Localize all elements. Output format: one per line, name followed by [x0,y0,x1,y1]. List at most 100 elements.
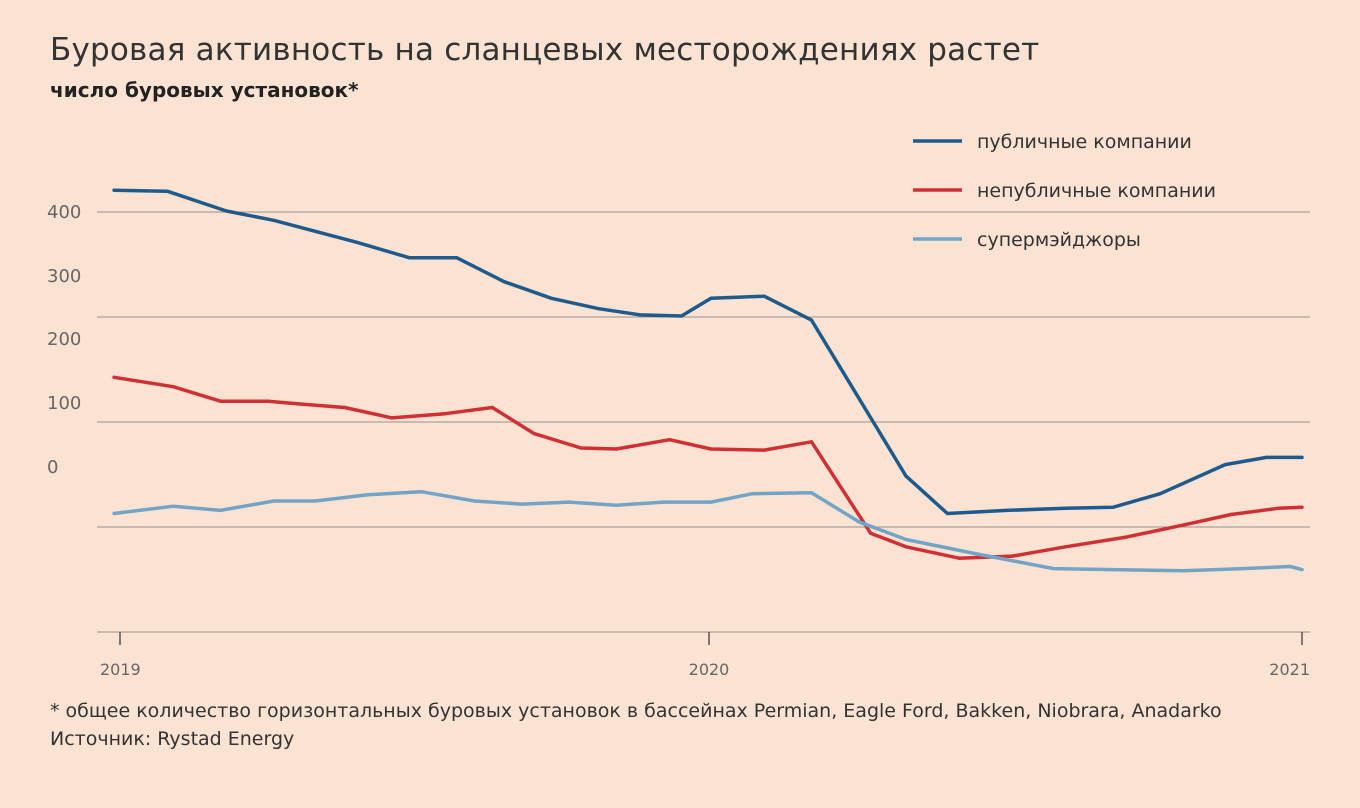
data-point [366,493,370,497]
data-point [224,209,228,213]
x-tick-label: 2020 [689,660,730,679]
data-point [668,438,672,442]
data-point [975,552,979,556]
data-point [419,490,423,494]
y-tick-label: 400 [47,202,81,223]
data-point [809,491,814,495]
data-point [709,447,713,451]
data-point [1123,535,1127,540]
data-point [662,500,666,504]
data-point [532,431,536,435]
series-line [112,188,1304,516]
data-point [1010,554,1015,558]
data-point [218,399,223,403]
data-point [343,405,347,410]
series-line [112,489,1304,573]
data-point [354,240,358,244]
data-point [313,499,317,503]
data-point [295,225,299,229]
chart-title: Буровая активность на сланцевых месторож… [50,32,1040,68]
data-point [1288,564,1292,569]
data-point [1052,567,1056,571]
series-line [112,375,1304,560]
data-point [473,499,477,503]
data-point [171,504,175,508]
data-point [1158,492,1162,496]
x-axis: 2019 2020 2021 [100,632,1310,679]
data-point [638,313,642,317]
data-point [171,385,175,389]
source-note: Источник: Rystad Energy [50,728,295,750]
data-point [1241,567,1245,571]
y-axis-ticks: 400 300 200 100 0 [47,202,81,478]
data-point [579,446,583,450]
data-point [614,447,619,451]
series-lines [112,188,1304,573]
data-point [857,396,861,400]
data-point [1064,545,1068,549]
data-point [443,412,447,416]
data-point [1064,506,1068,510]
data-point [301,402,305,406]
data-point [857,520,861,524]
x-tick-label: 2019 [100,660,141,679]
data-point [112,188,116,192]
y-tick-label: 0 [47,457,58,478]
data-point [520,502,524,506]
data-point [549,296,554,300]
data-point [165,189,169,193]
data-point [762,448,766,452]
data-point [502,280,506,284]
legend-label: супермэйджоры [977,229,1141,251]
legend-label: непубличные компании [977,180,1216,202]
data-point [112,375,116,379]
data-point [272,218,276,222]
data-point [869,531,873,535]
data-point [1229,512,1233,517]
data-point [1276,506,1280,510]
data-point [1004,508,1009,512]
data-point [904,545,908,549]
data-point [1264,455,1269,459]
data-point [408,256,412,260]
y-tick-label: 300 [47,266,81,287]
footnote: * общее количество горизонтальных буровы… [50,700,1222,722]
data-point [679,314,684,318]
data-point [1182,523,1186,527]
data-point [597,307,601,311]
y-tick-label: 100 [47,393,81,414]
chart-subtitle: число буровых установок* [50,78,359,102]
data-point [490,405,494,410]
data-point [266,399,270,403]
legend-label: публичные компании [977,131,1192,153]
data-point [112,511,116,516]
data-point [709,500,713,504]
data-point [809,440,814,444]
data-point [945,511,950,516]
grid-lines [97,211,1310,633]
data-point [1300,568,1304,572]
x-tick-label: 2021 [1269,660,1310,679]
data-point [1182,569,1186,573]
data-point [709,296,713,300]
data-point [750,492,755,496]
data-point [614,503,619,507]
line-chart: 400 300 200 100 0 2019 2020 2021 публичные ком… [47,131,1310,679]
data-point [272,499,276,503]
data-point [218,508,223,512]
data-point [957,556,961,560]
data-point [1300,505,1304,509]
legend: публичные компании непубличные компании су… [913,131,1216,251]
data-point [762,294,766,298]
data-point [567,500,571,504]
data-point [390,416,394,420]
data-point [904,537,908,542]
data-point [1111,505,1115,509]
data-point [1111,568,1115,572]
data-point [809,318,814,322]
data-point [455,256,459,260]
data-point [1300,455,1304,459]
data-point [904,474,908,478]
y-tick-label: 200 [47,329,81,350]
data-point [1223,463,1227,467]
